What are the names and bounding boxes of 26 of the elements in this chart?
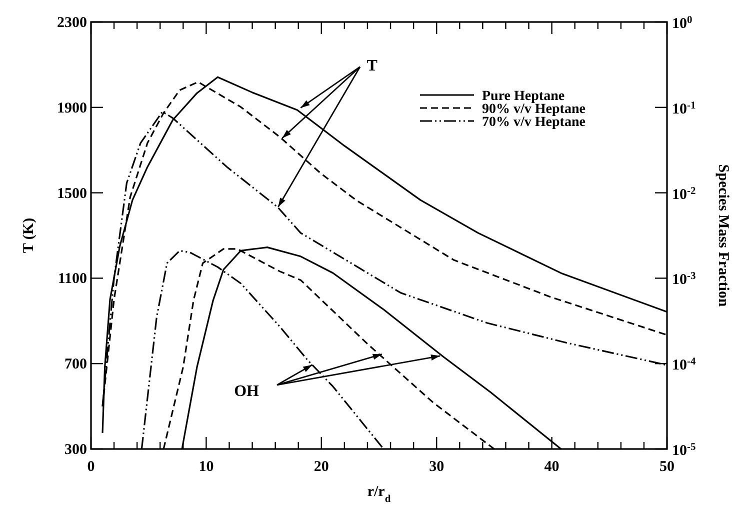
y2-tick-label: 10$^{-4}$ xyxy=(672,356,696,374)
y-tick-label: 700 xyxy=(64,356,87,373)
x-tick-label: 0 xyxy=(87,459,95,475)
x-tick-label: 10 xyxy=(198,459,214,475)
y2-tick-label: 10$^{0}$ xyxy=(672,14,692,32)
y2-tick-label: 10$^{-5}$ xyxy=(672,442,696,459)
x-tick-label: 30 xyxy=(429,459,444,475)
y-tick-label: 1100 xyxy=(58,271,87,288)
y-tick-label: 300 xyxy=(64,442,87,458)
y-tick-label: 1500 xyxy=(57,186,87,202)
x-tick-label: 40 xyxy=(544,459,560,475)
legend-label: 70% v/v Heptane xyxy=(482,115,586,130)
legend-label: Pure Heptane xyxy=(482,89,565,104)
y2-axis-title: Species Mass Fraction xyxy=(715,164,731,308)
annotation: OH xyxy=(234,383,260,400)
x-axis-title: r/r$_{d}$ xyxy=(367,484,391,504)
annotation: T xyxy=(366,58,378,75)
y2-tick-label: 10$^{-1}$ xyxy=(672,100,696,118)
y-axis-title: T (K) xyxy=(21,218,37,254)
y2-tick-label: 10$^{-3}$ xyxy=(672,270,696,288)
y2-tick-label: 10$^{-2}$ xyxy=(672,185,696,203)
legend-label: 90% v/v Heptane xyxy=(482,102,586,117)
x-tick-label: 20 xyxy=(314,459,329,475)
y-tick-label: 2300 xyxy=(57,15,87,31)
x-tick-label: 50 xyxy=(660,459,674,475)
y-tick-label: 1900 xyxy=(57,100,87,116)
